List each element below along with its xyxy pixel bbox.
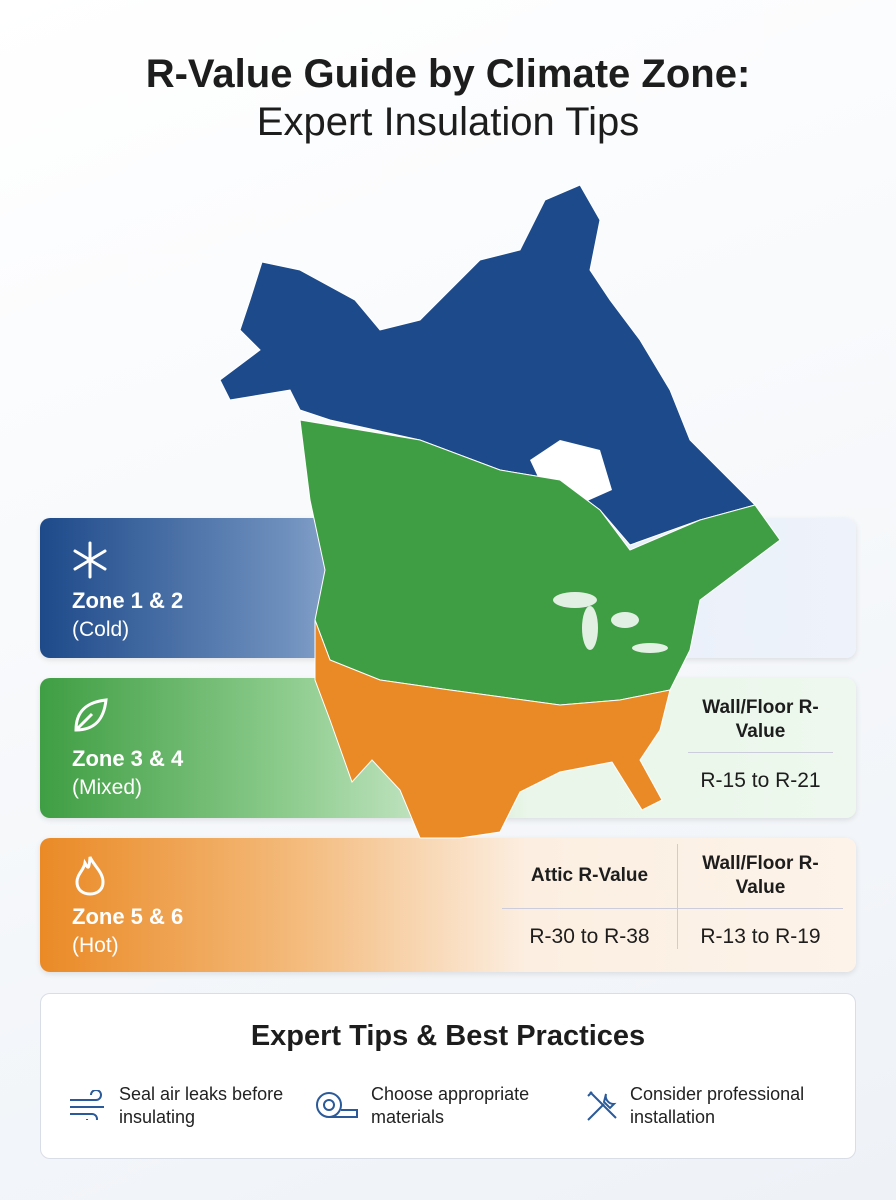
column-heading: Wall/Floor R-Value: [688, 688, 833, 753]
tip-text: Consider professional installation: [630, 1084, 805, 1127]
tape-icon: [316, 1092, 358, 1118]
tips-title: Expert Tips & Best Practices: [250, 1020, 646, 1052]
zone-name: Zone 5 & 6: [72, 904, 184, 929]
wind-icon: [70, 1090, 104, 1120]
column-heading: Wall/Floor R-Value: [678, 844, 843, 909]
zone-climate: (Hot): [72, 934, 119, 957]
value-column: Attic R-Value R-30 to R-38: [502, 844, 678, 949]
column-value: R-30 to R-38: [529, 925, 650, 948]
title-line1: R-Value Guide by Climate Zone:: [145, 52, 751, 96]
hudson-bay: [530, 440, 612, 502]
zone-name: Zone 1 & 2: [72, 588, 184, 613]
zone-climate: (Mixed): [72, 776, 143, 799]
column-value: R-13 to R-19: [700, 925, 821, 948]
tips-box: [40, 993, 856, 1159]
zone-card: Zone 5 & 6 (Hot) Attic R-Value R-30 to R…: [40, 838, 856, 972]
title-line2: Expert Insulation Tips: [256, 100, 640, 144]
value-column: Wall/Floor R-Value R-13 to R-19: [678, 844, 843, 949]
column-heading: Attic R-Value: [502, 844, 677, 909]
map-cold-region: [219, 184, 756, 546]
leaf-icon: [74, 698, 108, 732]
snow-icon: [73, 541, 107, 579]
flame-icon: [75, 856, 105, 896]
tools-icon: [587, 1091, 617, 1121]
zone-card: Zone 1 & 2 (Cold): [40, 518, 856, 658]
zone-climate: (Cold): [72, 618, 130, 641]
zone-name: Zone 3 & 4: [72, 746, 184, 771]
tip-text: Choose appropriate materials: [371, 1084, 530, 1127]
tip-text: Seal air leaks before insulating: [119, 1084, 284, 1127]
column-value: R-15 to R-21: [700, 769, 821, 792]
value-column: Wall/Floor R-Value R-15 to R-21: [688, 688, 833, 793]
zone-card: Zone 3 & 4 (Mixed) Wall/Floor R-Value R-…: [40, 678, 856, 818]
